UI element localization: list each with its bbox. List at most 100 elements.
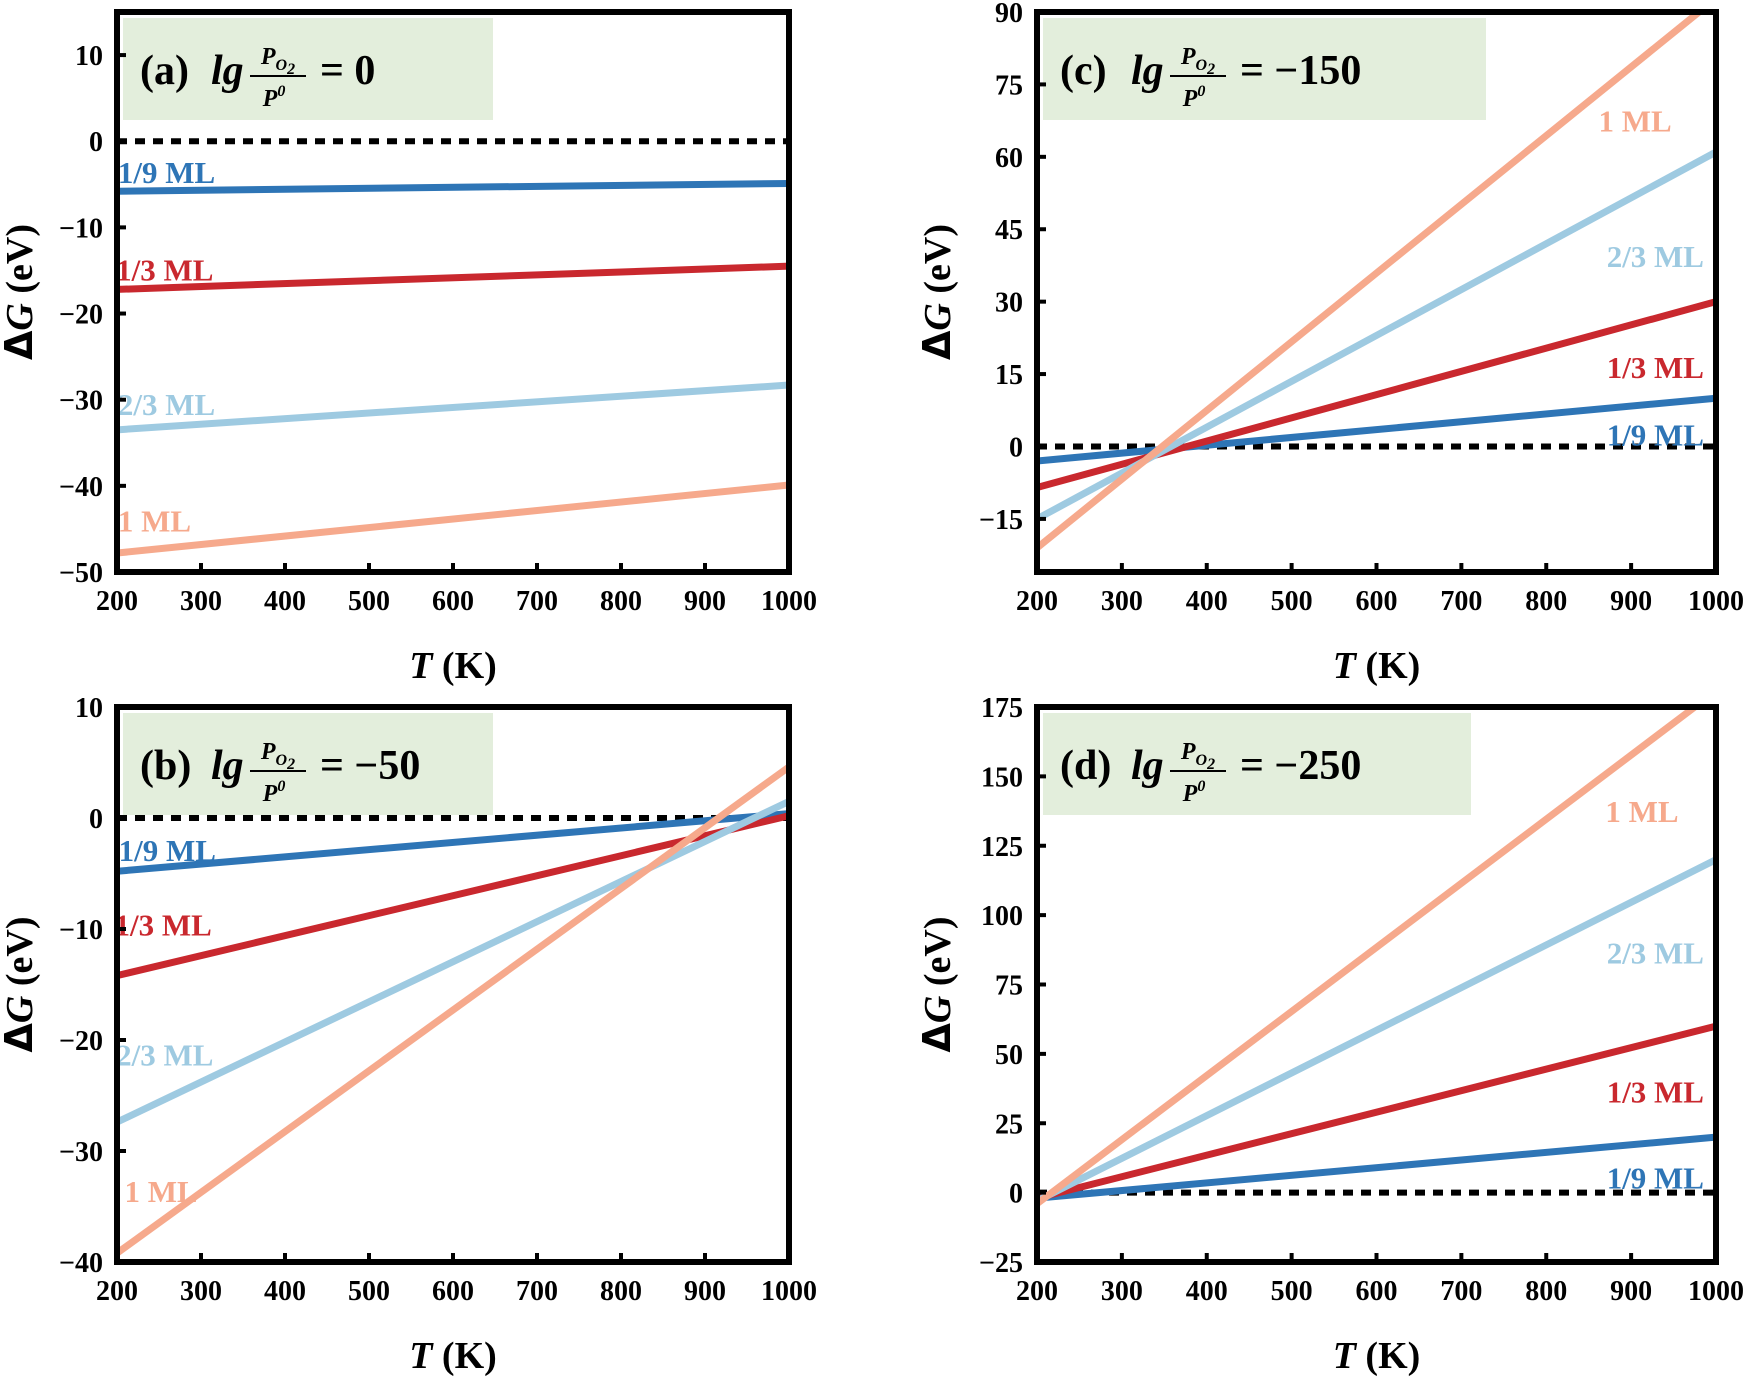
x-axis-symbol: T [409, 645, 434, 687]
series-group [1037, 12, 1716, 551]
y-tick-label: 25 [995, 1109, 1023, 1140]
series-label-ml_2_3: 2/3 ML [1607, 239, 1704, 274]
series-label-ml_1_3: 1/3 ML [114, 908, 211, 943]
x-tick-label: 400 [264, 1276, 306, 1307]
y-axis-title: ΔG (eV) [0, 224, 41, 360]
series-line-ml_1 [117, 764, 789, 1256]
y-tick-label: 0 [89, 127, 103, 158]
x-tick-label: 500 [348, 586, 390, 617]
title-fraction-denominator: P0 [262, 778, 286, 807]
numerator-symbol: P [260, 44, 276, 70]
series-line-ml_1_3 [117, 812, 789, 980]
x-tick-label: 600 [1356, 1276, 1398, 1307]
title-fraction-numerator: PO2 [260, 44, 295, 78]
panel-title-prefix: (b) [140, 743, 191, 789]
y-tick-label: −40 [59, 472, 103, 503]
y-tick-label: −20 [59, 300, 103, 331]
x-tick-label: 500 [1271, 1276, 1313, 1307]
x-tick-label: 400 [264, 586, 306, 617]
series-line-ml_1_3 [1037, 298, 1716, 491]
numerator-subscript-2: 2 [286, 756, 295, 773]
series-label-ml_1_9: 1/9 ML [1607, 1160, 1704, 1195]
x-axis-symbol: T [1333, 1335, 1358, 1377]
series-group [1037, 707, 1716, 1207]
x-tick-label: 800 [1525, 1276, 1567, 1307]
numerator-subscript-2: 2 [1206, 61, 1215, 78]
y-tick-label: 125 [981, 832, 1023, 863]
x-tick-label: 1000 [1688, 1276, 1744, 1307]
x-tick-label: 1000 [761, 1276, 817, 1307]
y-axis-symbol: G [0, 303, 41, 331]
x-tick-label: 700 [516, 586, 558, 617]
denominator-symbol: P [1182, 86, 1198, 112]
title-fraction-denominator: P0 [1182, 83, 1206, 112]
y-axis-symbol: G [0, 995, 41, 1023]
x-axis-title: T (K) [1333, 1335, 1421, 1377]
x-tick-label: 900 [1610, 1276, 1652, 1307]
x-tick-label: 600 [432, 586, 474, 617]
series-line-ml_1_9 [1037, 394, 1716, 465]
denominator-symbol: P [1182, 781, 1198, 807]
y-axis-delta: Δ [915, 330, 959, 360]
x-tick-label: 1000 [1688, 586, 1744, 617]
x-tick-label: 200 [96, 586, 138, 617]
y-tick-label: −40 [59, 1248, 103, 1279]
series-line-ml_1 [1037, 707, 1697, 1207]
numerator-symbol: P [1180, 739, 1196, 765]
y-tick-label: 15 [995, 360, 1023, 391]
title-box [123, 18, 493, 120]
y-tick-label: −20 [59, 1026, 103, 1057]
x-tick-label: 700 [516, 1276, 558, 1307]
x-tick-label: 300 [1101, 1276, 1143, 1307]
x-tick-label: 800 [1525, 586, 1567, 617]
panel-title-lg: lg [1131, 48, 1164, 94]
x-tick-label: 700 [1440, 586, 1482, 617]
y-tick-label: 10 [75, 41, 103, 72]
y-tick-label: −10 [59, 213, 103, 244]
x-tick-label: 200 [1016, 1276, 1058, 1307]
series-line-ml_1 [117, 481, 789, 557]
panel-title-lg: lg [1131, 743, 1164, 789]
x-tick-label: 600 [1356, 586, 1398, 617]
numerator-symbol: P [260, 739, 276, 765]
numerator-subscript-2: 2 [286, 61, 295, 78]
y-tick-label: 75 [995, 70, 1023, 101]
denominator-superscript: 0 [277, 778, 285, 795]
y-axis-unit: (eV) [917, 224, 959, 303]
x-tick-label: 400 [1186, 1276, 1228, 1307]
title-box [123, 713, 493, 815]
y-tick-label: 0 [89, 804, 103, 835]
x-tick-label: 200 [96, 1276, 138, 1307]
y-tick-label: 30 [995, 288, 1023, 319]
x-tick-label: 500 [1271, 586, 1313, 617]
series-label-ml_1: 1 ML [118, 503, 191, 538]
y-tick-label: −30 [59, 1137, 103, 1168]
series-line-ml_2_3 [117, 381, 789, 434]
x-tick-label: 1000 [761, 586, 817, 617]
x-tick-label: 800 [600, 586, 642, 617]
numerator-subscript: O [276, 57, 288, 74]
y-axis-delta: Δ [0, 1023, 41, 1053]
y-axis-delta: Δ [915, 1023, 959, 1053]
panel-title-prefix: (d) [1060, 743, 1111, 789]
y-tick-label: −25 [979, 1248, 1023, 1279]
series-label-ml_1: 1 ML [125, 1174, 198, 1209]
panel-title-prefix: (c) [1060, 48, 1107, 94]
x-tick-label: 300 [180, 1276, 222, 1307]
y-tick-label: −50 [59, 558, 103, 589]
y-tick-label: 0 [1009, 1179, 1023, 1210]
y-tick-label: 90 [995, 0, 1023, 29]
series-line-ml_1_3 [1037, 1022, 1716, 1202]
y-axis-title: ΔG (eV) [0, 917, 41, 1053]
series-label-ml_1_9: 1/9 ML [119, 833, 216, 868]
series-label-ml_2_3: 2/3 ML [118, 387, 215, 422]
series-group [117, 179, 789, 557]
series-label-ml_1: 1 ML [1605, 794, 1678, 829]
y-axis-unit: (eV) [917, 917, 959, 996]
y-tick-label: −15 [979, 505, 1023, 536]
series-line-ml_2_3 [1037, 856, 1716, 1205]
x-tick-label: 300 [1101, 586, 1143, 617]
title-fraction-numerator: PO2 [260, 739, 295, 773]
